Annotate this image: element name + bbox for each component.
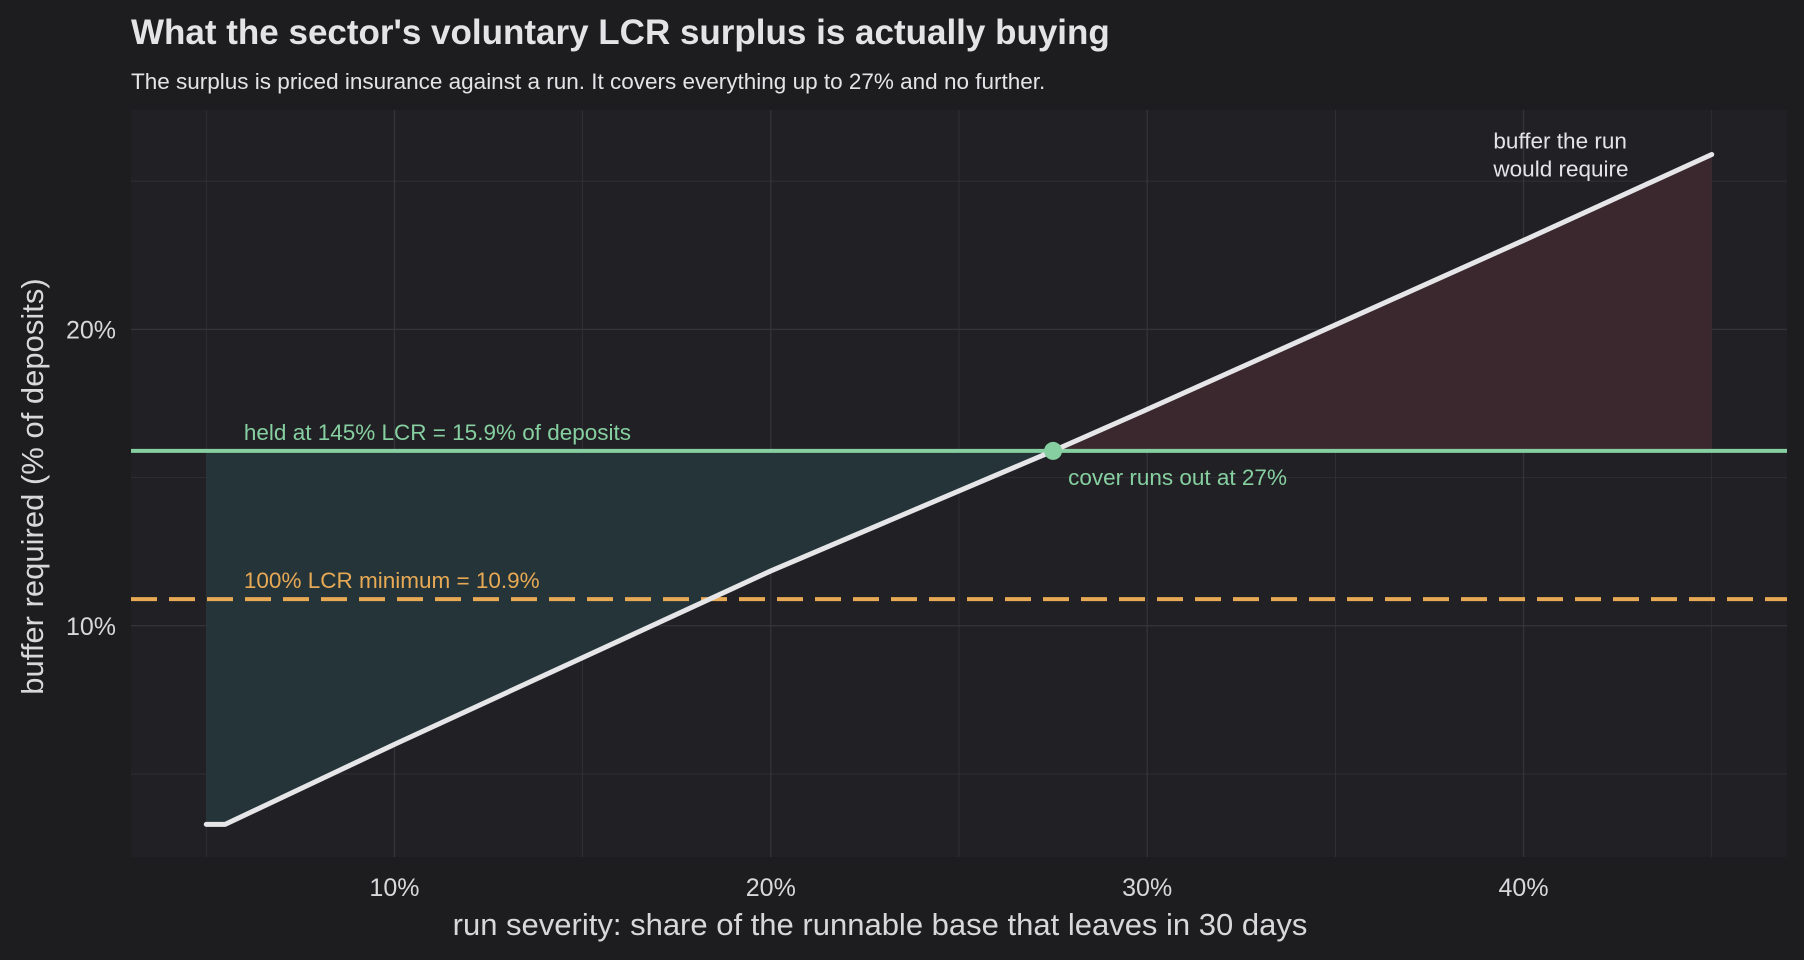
crossover-point: [1044, 441, 1063, 460]
crossover-label: cover runs out at 27%: [1068, 465, 1287, 490]
series-line: [203, 151, 1715, 827]
x-tick-label: 40%: [1499, 874, 1549, 902]
x-tick-label: 20%: [746, 874, 796, 902]
held-buffer-label: held at 145% LCR = 15.9% of deposits: [244, 420, 631, 445]
x-tick-label: 10%: [369, 874, 419, 902]
x-axis-title: run severity: share of the runnable base…: [453, 907, 1308, 942]
y-tick-label: 20%: [66, 316, 116, 344]
y-axis-title: buffer required (% of deposits): [15, 278, 50, 694]
chart-subtitle: The surplus is priced insurance against …: [131, 69, 1045, 94]
chart-title: What the sector's voluntary LCR surplus …: [131, 13, 1110, 52]
y-tick-labels: 10% 20%: [66, 316, 116, 640]
y-tick-label: 10%: [66, 613, 116, 641]
minimum-buffer-label: 100% LCR minimum = 10.9%: [244, 568, 540, 593]
x-tick-labels: 10% 20% 30% 40%: [369, 874, 1548, 902]
uncovered-region: [1053, 154, 1712, 451]
line-annotation-2: would require: [1492, 157, 1628, 182]
line-annotation-1: buffer the run: [1493, 129, 1626, 154]
x-tick-label: 30%: [1122, 874, 1172, 902]
